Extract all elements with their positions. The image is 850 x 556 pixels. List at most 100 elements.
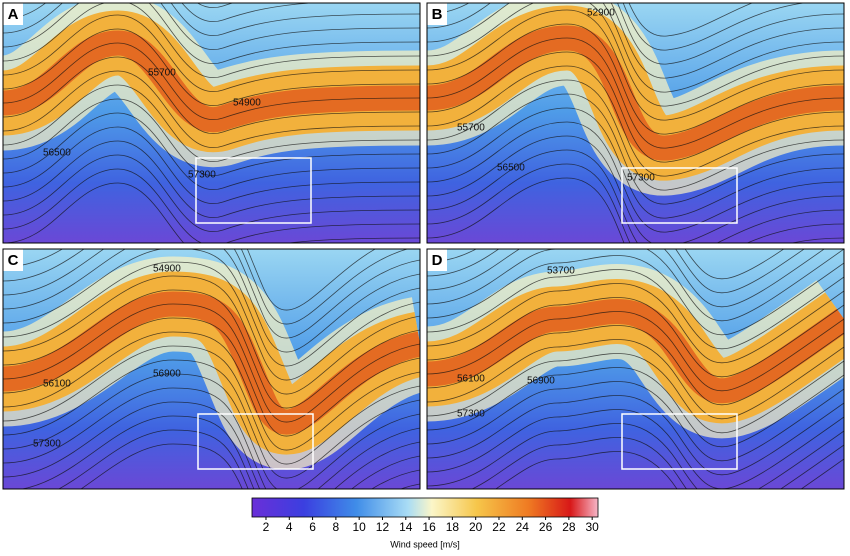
colorbar-tick-label: 30 — [585, 520, 599, 534]
streamline — [3, 84, 420, 163]
streamline — [427, 3, 844, 93]
colorbar-tick-label: 20 — [469, 520, 483, 534]
streamline — [3, 345, 420, 465]
streamline — [427, 37, 844, 149]
contour-label: 56900 — [153, 369, 181, 380]
streamline — [3, 70, 420, 149]
colorbar-tick-label: 4 — [286, 520, 293, 534]
streamline — [427, 9, 844, 121]
streamline — [3, 249, 377, 311]
panel-label: A — [8, 6, 19, 23]
streamline — [427, 51, 844, 163]
colorbar-tick-label: 16 — [422, 520, 436, 534]
streamline — [427, 3, 844, 107]
streamline — [3, 373, 420, 489]
streamline — [427, 149, 844, 243]
streamline — [427, 3, 844, 65]
streamline — [3, 3, 315, 23]
streamline — [3, 3, 420, 65]
colorbar-tick-label: 28 — [562, 520, 576, 534]
streamline — [427, 311, 844, 392]
region-box — [195, 157, 312, 224]
streamline — [3, 154, 420, 233]
colorbar-tick-label: 14 — [399, 520, 413, 534]
contour-label: 56500 — [497, 163, 525, 174]
colorbar-tick-label: 24 — [516, 520, 530, 534]
streamline — [427, 65, 844, 177]
streamline — [427, 249, 844, 322]
panel-label: C — [8, 252, 19, 269]
panel-label: B — [432, 6, 443, 23]
streamline — [57, 429, 420, 489]
colorbar-tick-label: 10 — [352, 520, 366, 534]
streamline — [427, 107, 844, 219]
panel-border — [426, 248, 845, 490]
streamline — [427, 93, 844, 205]
contour-label: 57300 — [457, 409, 485, 420]
streamline — [427, 121, 844, 233]
streamline — [427, 135, 844, 243]
streamline — [3, 261, 420, 381]
contour-label: 54900 — [153, 264, 181, 275]
colorbar-tick-label: 18 — [446, 520, 460, 534]
contour-label: 53700 — [547, 266, 575, 277]
streamline — [427, 23, 844, 135]
streamline — [80, 443, 420, 489]
colorbar-label: Wind speed [m/s] — [390, 539, 460, 549]
contour-label: 56100 — [457, 374, 485, 385]
streamline — [427, 297, 844, 378]
panel-border — [2, 248, 421, 490]
streamline — [3, 42, 420, 121]
streamline — [471, 437, 844, 489]
contour-label: 56900 — [527, 376, 555, 387]
streamline — [3, 331, 420, 451]
streamline — [427, 409, 844, 489]
contour-label: 56100 — [43, 379, 71, 390]
streamline — [3, 249, 420, 339]
colorbar-tick-label: 22 — [492, 520, 506, 534]
streamline — [3, 56, 420, 135]
streamline — [3, 3, 420, 79]
contour-label: 57300 — [188, 170, 216, 181]
streamline — [3, 275, 420, 395]
streamline — [427, 269, 844, 350]
streamline — [3, 387, 420, 489]
streamline — [622, 3, 807, 51]
region-box — [197, 413, 314, 470]
colorbar — [251, 497, 599, 518]
contour-label: 57300 — [627, 173, 655, 184]
streamline — [3, 401, 420, 489]
streamline — [427, 249, 825, 308]
streamline — [427, 249, 785, 280]
streamline — [3, 28, 420, 107]
panel-border — [426, 2, 845, 244]
streamline — [3, 3, 420, 37]
streamline — [427, 325, 844, 406]
streamline — [3, 126, 420, 205]
streamline — [3, 140, 420, 219]
region-box — [621, 413, 738, 470]
contour-label: 56500 — [43, 148, 71, 159]
panel-label-bg — [3, 3, 23, 25]
streamline — [3, 289, 420, 409]
colorbar-tick-label: 6 — [309, 520, 316, 534]
colorbar-tick-label: 12 — [376, 520, 390, 534]
streamline — [427, 3, 844, 79]
map-panel: 54900 56100 56900 57300 C — [3, 249, 420, 489]
contour-label: 52900 — [587, 8, 615, 19]
streamline — [427, 177, 844, 243]
streamline — [3, 303, 420, 423]
streamline — [19, 415, 420, 489]
streamline — [427, 283, 844, 364]
panel-label-bg — [427, 3, 447, 25]
streamline — [3, 14, 420, 93]
region-box — [621, 167, 738, 224]
streamline — [427, 163, 844, 243]
streamline — [495, 451, 844, 489]
streamline — [427, 423, 844, 489]
streamline — [3, 3, 420, 51]
streamline — [3, 249, 420, 353]
streamline — [628, 3, 754, 37]
contour-label: 55700 — [457, 123, 485, 134]
